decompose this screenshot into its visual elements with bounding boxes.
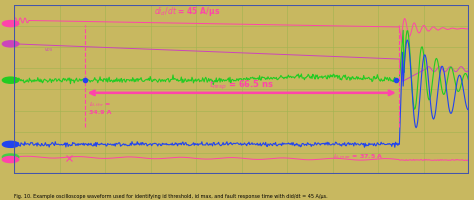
Text: $di_d/dt$ = 45 A/μs: $di_d/dt$ = 45 A/μs [154, 5, 220, 18]
Text: $t_{resp}$ = 66.5 ns: $t_{resp}$ = 66.5 ns [210, 78, 274, 91]
Circle shape [2, 157, 19, 163]
Circle shape [2, 21, 19, 28]
Circle shape [2, 42, 19, 48]
Text: $I_{d,max}$ = 37.5 A: $I_{d,max}$ = 37.5 A [333, 152, 383, 160]
Circle shape [2, 142, 19, 148]
Text: Fig. 10. Example oscilloscope waveform used for identifying id threshold, id max: Fig. 10. Example oscilloscope waveform u… [14, 193, 328, 198]
Text: $I_{d,thr}$ =
34.9 A: $I_{d,thr}$ = 34.9 A [89, 101, 112, 115]
Text: $v_{DS}$: $v_{DS}$ [44, 46, 54, 53]
Circle shape [2, 154, 19, 160]
Circle shape [2, 78, 19, 84]
